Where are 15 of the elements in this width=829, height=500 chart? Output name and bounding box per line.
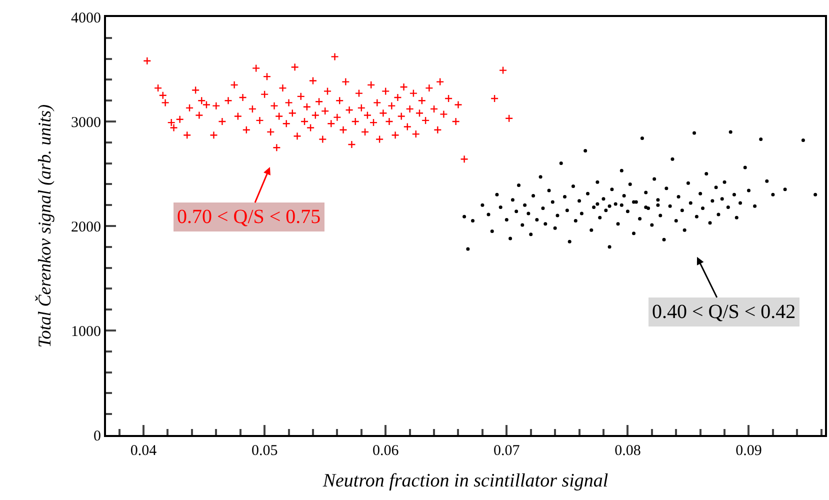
x-tick-label: 0.05 (251, 443, 278, 459)
y-tick-label: 4000 (71, 10, 101, 26)
x-tick-label: 0.04 (130, 443, 158, 459)
y-tick-label: 0 (94, 428, 101, 444)
y-axis-title: Total Čerenkov signal (arb. units) (34, 104, 55, 348)
x-tick-label: 0.07 (494, 443, 520, 459)
x-tick-label: 0.08 (614, 443, 641, 459)
x-tick-label: 0.06 (372, 443, 400, 459)
y-tick-label: 3000 (71, 114, 101, 131)
x-axis-title: Neutron fraction in scintillator signal (322, 470, 608, 492)
y-tick-label: 1000 (71, 324, 101, 340)
annotation: 0.40 < Q/S < 0.42 (652, 301, 796, 323)
annotation: 0.70 < Q/S < 0.75 (177, 206, 321, 228)
y-tick-label: 2000 (71, 219, 101, 236)
x-tick-label: 0.09 (736, 443, 762, 459)
